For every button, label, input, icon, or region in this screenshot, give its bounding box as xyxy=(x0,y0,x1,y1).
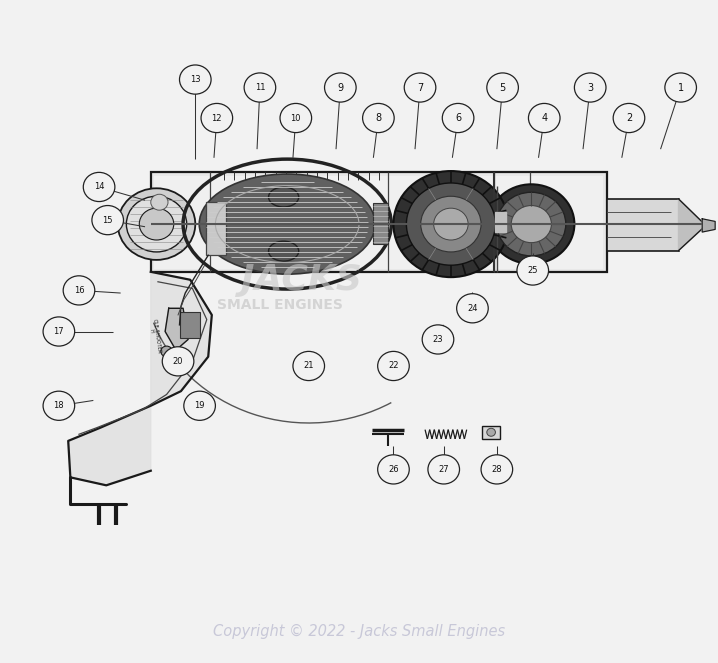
Bar xyxy=(373,203,388,244)
Text: 27: 27 xyxy=(439,465,449,474)
Text: 8: 8 xyxy=(376,113,381,123)
Polygon shape xyxy=(165,308,188,350)
Circle shape xyxy=(457,294,488,323)
Text: 4: 4 xyxy=(541,113,547,123)
Text: 11: 11 xyxy=(255,83,265,92)
Text: 22: 22 xyxy=(388,361,398,371)
Text: 26: 26 xyxy=(388,465,398,474)
Text: 24: 24 xyxy=(467,304,477,313)
Circle shape xyxy=(665,73,696,102)
Circle shape xyxy=(393,171,508,277)
Circle shape xyxy=(184,391,215,420)
Text: 2: 2 xyxy=(626,113,632,123)
Circle shape xyxy=(280,103,312,133)
Text: 6: 6 xyxy=(455,113,461,123)
Text: SMALL ENGINES: SMALL ENGINES xyxy=(217,298,343,312)
Circle shape xyxy=(244,73,276,102)
Circle shape xyxy=(43,391,75,420)
Polygon shape xyxy=(495,212,506,232)
Circle shape xyxy=(139,208,174,240)
Circle shape xyxy=(162,347,194,376)
Text: 18: 18 xyxy=(54,401,64,410)
Circle shape xyxy=(118,188,195,260)
Circle shape xyxy=(404,73,436,102)
Circle shape xyxy=(434,208,468,240)
Text: 28: 28 xyxy=(492,465,502,474)
Circle shape xyxy=(488,184,574,264)
Text: 13: 13 xyxy=(190,75,200,84)
Text: 9: 9 xyxy=(337,82,343,93)
Circle shape xyxy=(528,103,560,133)
Text: 12: 12 xyxy=(212,113,222,123)
Text: JACKS: JACKS xyxy=(241,263,362,297)
Text: 20: 20 xyxy=(173,357,183,366)
Polygon shape xyxy=(702,219,715,232)
Text: 1: 1 xyxy=(678,82,684,93)
Circle shape xyxy=(201,103,233,133)
Bar xyxy=(180,312,200,338)
Circle shape xyxy=(428,455,460,484)
Circle shape xyxy=(378,455,409,484)
Text: 5: 5 xyxy=(500,82,505,93)
Circle shape xyxy=(363,103,394,133)
Bar xyxy=(482,426,500,439)
Circle shape xyxy=(43,317,75,346)
Text: H: H xyxy=(149,328,154,333)
Polygon shape xyxy=(68,272,212,485)
Circle shape xyxy=(378,351,409,381)
Text: Copyright © 2022 - Jacks Small Engines: Copyright © 2022 - Jacks Small Engines xyxy=(213,624,505,638)
Text: 17: 17 xyxy=(54,327,64,336)
Circle shape xyxy=(421,196,481,252)
Circle shape xyxy=(487,428,495,436)
Bar xyxy=(154,176,603,269)
Circle shape xyxy=(325,73,356,102)
Text: 7: 7 xyxy=(417,82,423,93)
Circle shape xyxy=(173,363,183,373)
Text: 21: 21 xyxy=(304,361,314,371)
Circle shape xyxy=(511,206,551,243)
Circle shape xyxy=(63,276,95,305)
Text: 10: 10 xyxy=(291,113,301,123)
Circle shape xyxy=(487,73,518,102)
Circle shape xyxy=(613,103,645,133)
Text: 23: 23 xyxy=(433,335,443,344)
Circle shape xyxy=(574,73,606,102)
Circle shape xyxy=(151,194,168,210)
Text: 25: 25 xyxy=(528,266,538,275)
Ellipse shape xyxy=(269,241,299,261)
Text: OLE-SHOOTER: OLE-SHOOTER xyxy=(152,318,162,354)
Circle shape xyxy=(442,103,474,133)
Ellipse shape xyxy=(269,187,299,207)
Polygon shape xyxy=(679,199,706,251)
Circle shape xyxy=(497,192,566,256)
Circle shape xyxy=(180,65,211,94)
Text: 16: 16 xyxy=(74,286,84,295)
Circle shape xyxy=(481,455,513,484)
Bar xyxy=(206,202,226,255)
Text: 15: 15 xyxy=(103,215,113,225)
Circle shape xyxy=(406,183,495,265)
Text: 3: 3 xyxy=(587,82,593,93)
Bar xyxy=(151,172,607,272)
Circle shape xyxy=(422,325,454,354)
Text: 14: 14 xyxy=(94,182,104,192)
Ellipse shape xyxy=(200,174,375,274)
Circle shape xyxy=(92,206,123,235)
Circle shape xyxy=(126,196,187,252)
Bar xyxy=(607,199,679,251)
Text: 19: 19 xyxy=(195,401,205,410)
Circle shape xyxy=(161,346,172,357)
Circle shape xyxy=(83,172,115,202)
Circle shape xyxy=(517,256,549,285)
Circle shape xyxy=(293,351,325,381)
